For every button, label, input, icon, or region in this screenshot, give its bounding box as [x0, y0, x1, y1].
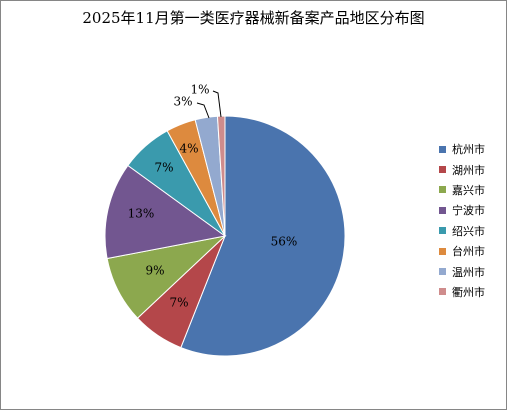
data-label: 1% [190, 83, 209, 97]
pie-slice [104, 164, 227, 260]
data-label: 56% [271, 235, 298, 249]
legend-swatch [439, 288, 446, 296]
legend-label: 嘉兴市 [452, 183, 485, 197]
legend-swatch [439, 247, 446, 255]
legend-item: 衢州市 [439, 282, 485, 302]
chart-title: 2025年11月第一类医疗器械新备案产品地区分布图 [82, 9, 425, 27]
legend-item: 宁波市 [439, 200, 485, 220]
legend-swatch [439, 268, 446, 276]
data-label: 4% [179, 142, 198, 156]
legend-item: 湖州市 [439, 159, 485, 179]
legend-label: 宁波市 [452, 204, 485, 218]
legend-label: 温州市 [452, 265, 485, 279]
leader-line [196, 102, 210, 119]
data-label: 7% [154, 161, 173, 175]
legend-item: 台州市 [439, 241, 485, 261]
legend-label: 湖州市 [452, 163, 485, 177]
legend-swatch [439, 145, 446, 153]
leader-line [212, 90, 222, 118]
data-label: 9% [145, 264, 164, 278]
legend-item: 绍兴市 [439, 221, 485, 241]
legend-label: 绍兴市 [452, 224, 485, 238]
legend-item: 温州市 [439, 261, 485, 281]
data-label: 3% [173, 95, 192, 109]
legend-label: 衢州市 [452, 285, 485, 299]
data-label: 13% [128, 207, 155, 221]
legend-swatch [439, 166, 446, 174]
legend: 杭州市湖州市嘉兴市宁波市绍兴市台州市温州市衢州市 [439, 139, 485, 302]
legend-item: 嘉兴市 [439, 180, 485, 200]
pie-slice [180, 115, 346, 357]
legend-label: 杭州市 [452, 143, 485, 157]
legend-item: 杭州市 [439, 139, 485, 159]
legend-swatch [439, 206, 446, 214]
legend-swatch [439, 227, 446, 235]
data-label: 7% [169, 296, 188, 310]
legend-label: 台州市 [452, 245, 485, 259]
legend-swatch [439, 186, 446, 194]
